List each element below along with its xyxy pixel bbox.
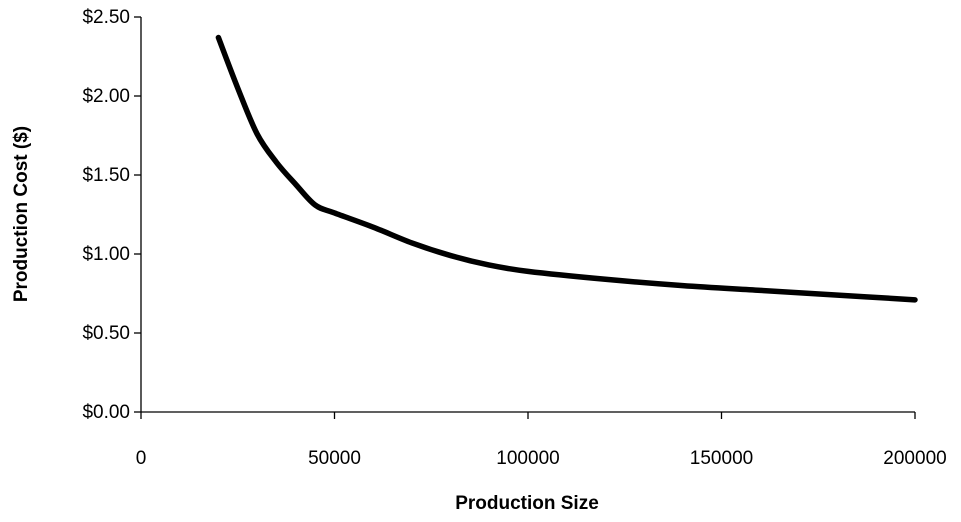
x-axis-ticks: 0 50000 100000 150000 200000	[136, 412, 947, 469]
y-axis-title: Production Cost ($)	[11, 126, 32, 302]
y-axis-ticks: $0.00 $0.50 $1.00 $1.50 $2.00 $2.50	[82, 7, 141, 423]
x-tick-label: 200000	[883, 448, 946, 469]
series-line	[215, 34, 918, 303]
axes	[140, 17, 915, 413]
y-tick-label: $2.00	[82, 86, 130, 107]
x-tick-label: 100000	[496, 448, 559, 469]
y-tick-label: $1.50	[82, 165, 130, 186]
y-tick-label: $1.00	[82, 244, 130, 265]
series-group	[215, 34, 918, 303]
x-tick-label: 0	[136, 448, 147, 469]
x-axis-title: Production Size	[455, 493, 599, 514]
x-tick-label: 50000	[308, 448, 361, 469]
y-tick-label: $2.50	[82, 7, 130, 28]
y-tick-label: $0.00	[82, 402, 130, 423]
x-tick-label: 150000	[690, 448, 753, 469]
y-tick-label: $0.50	[82, 323, 130, 344]
